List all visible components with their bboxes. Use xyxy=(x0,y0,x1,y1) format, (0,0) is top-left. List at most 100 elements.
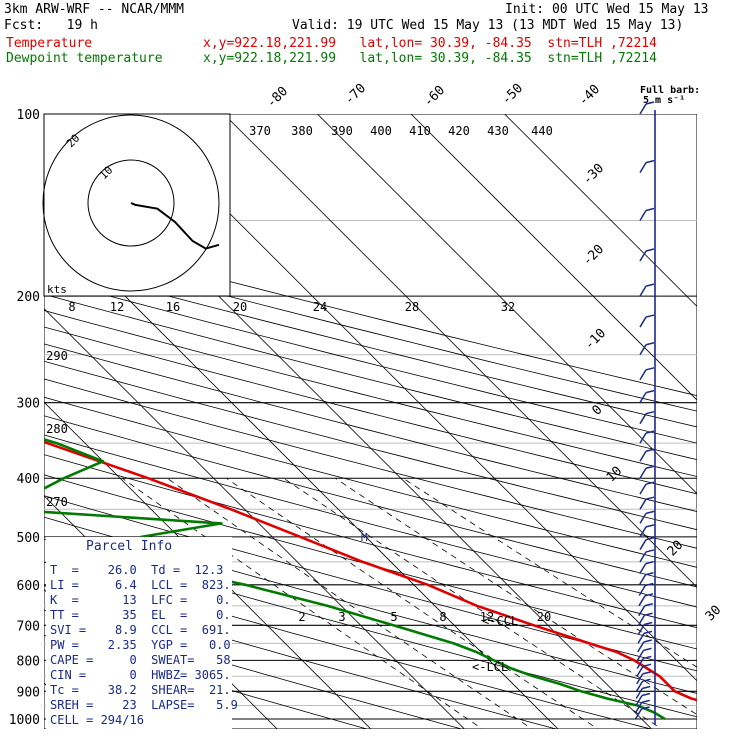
temperature-legend-label: Temperature xyxy=(6,36,93,51)
isotherm xyxy=(223,114,697,588)
mixing-ratio-line xyxy=(402,477,697,668)
wind-barb xyxy=(645,248,655,252)
wind-barb xyxy=(639,103,647,115)
parcel-info-title: Parcel Info xyxy=(86,539,173,554)
wind-barb xyxy=(645,314,655,318)
wind-barb xyxy=(643,655,652,660)
barb-legend-line2: 5 m s⁻¹ xyxy=(643,95,685,106)
wind-barb xyxy=(639,450,647,462)
dry-adiabat xyxy=(44,415,697,588)
pressure-label: 600 xyxy=(17,579,40,594)
pressure-label: 900 xyxy=(17,685,40,700)
parcel-info-row: SREH = 23 LAPSE= 5.9 xyxy=(50,698,238,712)
isotherm-label: -50 xyxy=(499,81,526,108)
dry-adiabat xyxy=(44,326,697,495)
wind-barb xyxy=(635,701,643,713)
wind-barb xyxy=(645,496,655,500)
header: 3km ARW-WRF -- NCAR/MMM Init: 00 UTC Wed… xyxy=(0,0,740,68)
wind-barb xyxy=(636,649,645,661)
wind-barb xyxy=(636,665,644,677)
parcel-info-row: T = 26.0 Td = 12.3 xyxy=(50,563,224,577)
wind-barb xyxy=(639,413,647,425)
theta-label: 440 xyxy=(531,124,553,138)
dry-adiabat xyxy=(44,360,697,531)
dry-adiabat xyxy=(44,474,697,650)
wind-barb xyxy=(645,465,655,469)
isotherm xyxy=(317,114,697,495)
wind-barb xyxy=(644,603,653,607)
wind-barb xyxy=(643,647,652,652)
wind-barb xyxy=(639,210,647,221)
mixing-ratio-label: 2 xyxy=(298,610,305,624)
parcel-info-row: CAPE = 0 SWEAT= 58 xyxy=(50,653,231,667)
wind-barb xyxy=(637,624,645,635)
hodograph-speed-label: 20 xyxy=(233,300,247,314)
hodograph-trace xyxy=(130,202,220,250)
parcel-info-row: LI = 6.4 LCL = 823. xyxy=(50,578,231,592)
isotherm-label: -30 xyxy=(580,161,607,188)
parcel-info-row: K = 13 LFC = 0. xyxy=(50,593,231,607)
isotherm-label: 30 xyxy=(703,603,725,625)
parcel-info-row: Tc = 38.2 SHEAR= 21. xyxy=(50,683,231,697)
wind-barb xyxy=(645,430,655,434)
wind-barb xyxy=(644,621,653,626)
hodograph-speed-label: 8 xyxy=(68,300,75,314)
theta-label: 410 xyxy=(409,124,431,138)
mixing-ratio-line xyxy=(334,477,697,716)
parcel-info-row: CELL = 294/16 xyxy=(50,713,144,727)
valid-time: Valid: 19 UTC Wed 15 May 13 (13 MDT Wed … xyxy=(292,18,684,33)
isotherm xyxy=(44,308,465,729)
isotherm-label: -80 xyxy=(264,84,291,111)
theta-label: 390 xyxy=(331,124,353,138)
wind-barb xyxy=(645,342,655,346)
grid-lines xyxy=(44,114,697,729)
hodograph-speed-label: 12 xyxy=(110,300,124,314)
isotherm-label: -70 xyxy=(342,81,369,108)
wind-barb xyxy=(639,162,647,174)
wind-barb xyxy=(637,614,646,626)
theta-label: 370 xyxy=(249,124,271,138)
wind-barb xyxy=(639,513,647,524)
wind-barb xyxy=(645,536,655,541)
wind-barb xyxy=(638,585,646,596)
wind-barb xyxy=(645,582,654,587)
parcel-info-row: SVI = 8.9 CCL = 691. xyxy=(50,623,231,637)
isotherm-label: -40 xyxy=(576,82,603,109)
wind-barb xyxy=(645,481,655,485)
dry-adiabat xyxy=(44,293,697,461)
wind-barb xyxy=(634,708,643,720)
hodograph-speed-label: 32 xyxy=(501,300,515,314)
wind-barb xyxy=(639,551,647,563)
pressure-label: 1000 xyxy=(9,713,40,728)
wind-barb xyxy=(635,688,643,699)
isotherm-label: -20 xyxy=(580,242,607,269)
pressure-label: 400 xyxy=(17,472,40,487)
hodograph-ring xyxy=(87,159,175,247)
forecast-hour: Fcst: 19 h xyxy=(4,18,98,33)
hodograph-units-label: kts xyxy=(47,283,67,296)
wind-barb xyxy=(639,316,647,328)
lcl-marker: <-LCL xyxy=(472,660,508,674)
hodograph-speed-label: 16 xyxy=(166,300,180,314)
pressure-label: 500 xyxy=(17,531,40,546)
wind-barb xyxy=(639,432,647,444)
wind-barb xyxy=(639,498,647,510)
dry-adiabat xyxy=(44,278,697,444)
wind-barb xyxy=(645,283,655,287)
wind-barb xyxy=(645,448,655,453)
wind-barb xyxy=(641,692,651,697)
parcel-info-box: Parcel Info T = 26.0 Td = 12.3 LI = 6.4 … xyxy=(46,537,238,733)
dewpoint-legend-info: x,y=922.18,221.99 lat,lon= 30.39, -84.35… xyxy=(203,51,657,66)
pressure-label: 200 xyxy=(17,290,40,305)
wind-barb xyxy=(642,671,651,675)
wind-barb xyxy=(642,678,651,683)
dry-adiabat xyxy=(44,262,697,428)
wind-barb xyxy=(637,633,645,644)
init-time: Init: 00 UTC Wed 15 May 13 xyxy=(505,2,709,17)
hodograph-speed-label: 28 xyxy=(405,300,419,314)
isotherm-label: -10 xyxy=(582,326,609,353)
temperature-profile xyxy=(44,440,697,702)
mixing-ratio-label: 3 xyxy=(338,610,345,624)
